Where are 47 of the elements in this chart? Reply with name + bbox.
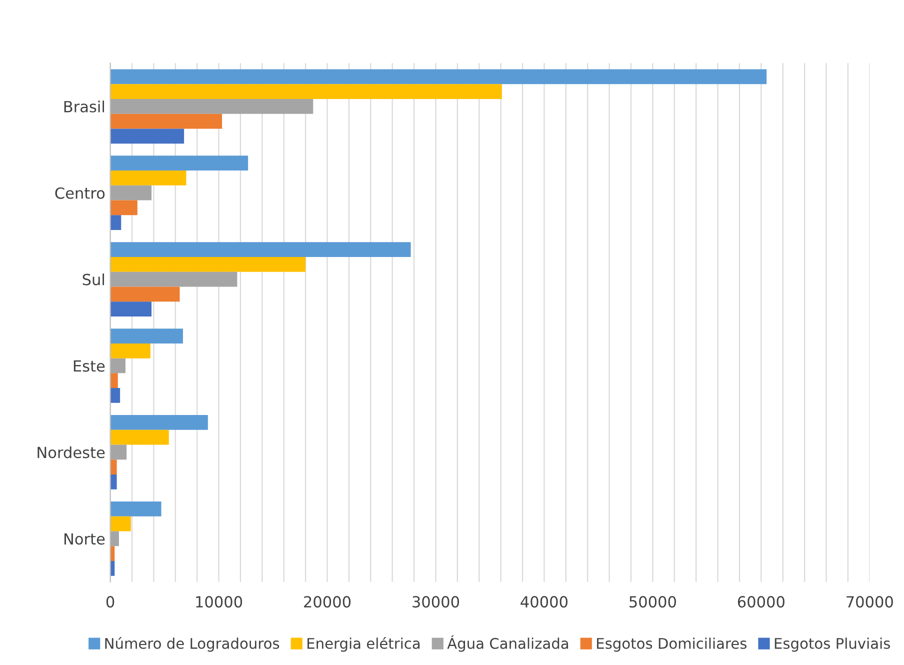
bar: [110, 286, 180, 302]
bar: [110, 170, 186, 186]
legend-label: Esgotos Pluviais: [774, 638, 890, 652]
bar: [110, 84, 502, 99]
bar: [110, 444, 127, 460]
bar: [110, 328, 183, 344]
bar: [110, 343, 150, 358]
bar: [110, 200, 138, 216]
y-tick-label: Brasil: [64, 100, 104, 112]
bar: [110, 388, 120, 403]
bar: [110, 474, 117, 490]
legend-label: Energia elétrica: [308, 637, 420, 652]
bar: [110, 531, 119, 546]
y-tick-label: Nordeste: [38, 446, 105, 458]
bar: [110, 501, 162, 516]
y-tick-label: Este: [74, 360, 105, 372]
y-tick-label: Centro: [55, 187, 105, 199]
bar: [110, 272, 238, 287]
bar: [110, 373, 118, 388]
x-tick-label: 10000: [196, 596, 242, 608]
legend-label: Esgotos Domiciliares: [597, 638, 747, 652]
bar: [110, 242, 411, 257]
x-tick-label: 30000: [412, 596, 460, 608]
bar: [110, 156, 248, 171]
bar: [110, 302, 152, 316]
bar: [110, 98, 314, 114]
bar: [110, 460, 117, 475]
bar: [110, 358, 126, 374]
y-tick-label: Norte: [64, 533, 105, 545]
x-tick-label: 20000: [304, 596, 351, 608]
x-tick-label: 40000: [520, 596, 568, 608]
bar: [110, 69, 767, 84]
legend-label: Água Canalizada: [447, 635, 568, 652]
bar: [110, 256, 306, 272]
bar: [110, 114, 222, 129]
bar: [110, 516, 131, 532]
bar: [110, 415, 208, 430]
bar: [110, 128, 184, 144]
x-tick-label: 70000: [846, 596, 893, 608]
y-tick-label: Sul: [82, 273, 104, 286]
x-tick-label: 50000: [630, 596, 676, 608]
legend-label: Número de Logradouros: [105, 637, 280, 652]
bar: [110, 185, 152, 200]
x-tick-label: 60000: [738, 596, 784, 608]
bar: [110, 215, 122, 230]
x-tick-label: 0: [106, 596, 114, 608]
bar: [110, 430, 169, 445]
